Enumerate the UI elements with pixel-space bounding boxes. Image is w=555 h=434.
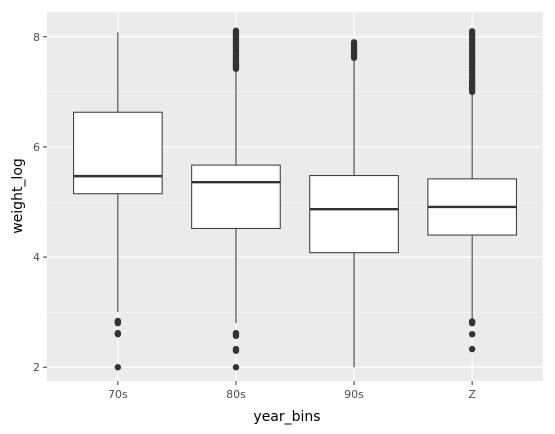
x-tick-label: 80s xyxy=(226,388,246,401)
x-axis-title: year_bins xyxy=(253,409,320,425)
outlier-point xyxy=(468,330,476,338)
x-tick-label: Z xyxy=(468,388,476,401)
box-group xyxy=(191,27,281,371)
outlier-point xyxy=(232,27,240,34)
box-group xyxy=(309,39,399,368)
y-axis-title: weight_log xyxy=(10,158,26,234)
outlier-point xyxy=(468,318,476,325)
box-group xyxy=(73,32,163,371)
y-tick-label: 6 xyxy=(33,141,40,154)
box xyxy=(191,164,281,229)
box xyxy=(73,111,163,195)
box xyxy=(309,175,399,254)
outlier-point xyxy=(114,364,122,371)
box-group xyxy=(427,28,517,353)
x-axis: 70s 80s 90s Z xyxy=(108,381,476,401)
outlier-point xyxy=(232,345,240,353)
y-tick-label: 8 xyxy=(33,31,40,44)
y-tick-label: 4 xyxy=(33,251,40,264)
outlier-point xyxy=(468,345,476,353)
outlier-point xyxy=(114,317,122,325)
box-marks xyxy=(73,27,517,371)
x-tick-label: 90s xyxy=(344,388,364,401)
outlier-point xyxy=(468,28,476,35)
outlier-point xyxy=(232,329,240,337)
outlier-point xyxy=(232,364,240,371)
y-axis: 2 4 6 8 xyxy=(33,31,47,374)
y-tick-label: 2 xyxy=(33,361,40,374)
outlier-point xyxy=(350,39,358,46)
outlier-point xyxy=(114,329,122,337)
x-tick-label: 70s xyxy=(108,388,128,401)
